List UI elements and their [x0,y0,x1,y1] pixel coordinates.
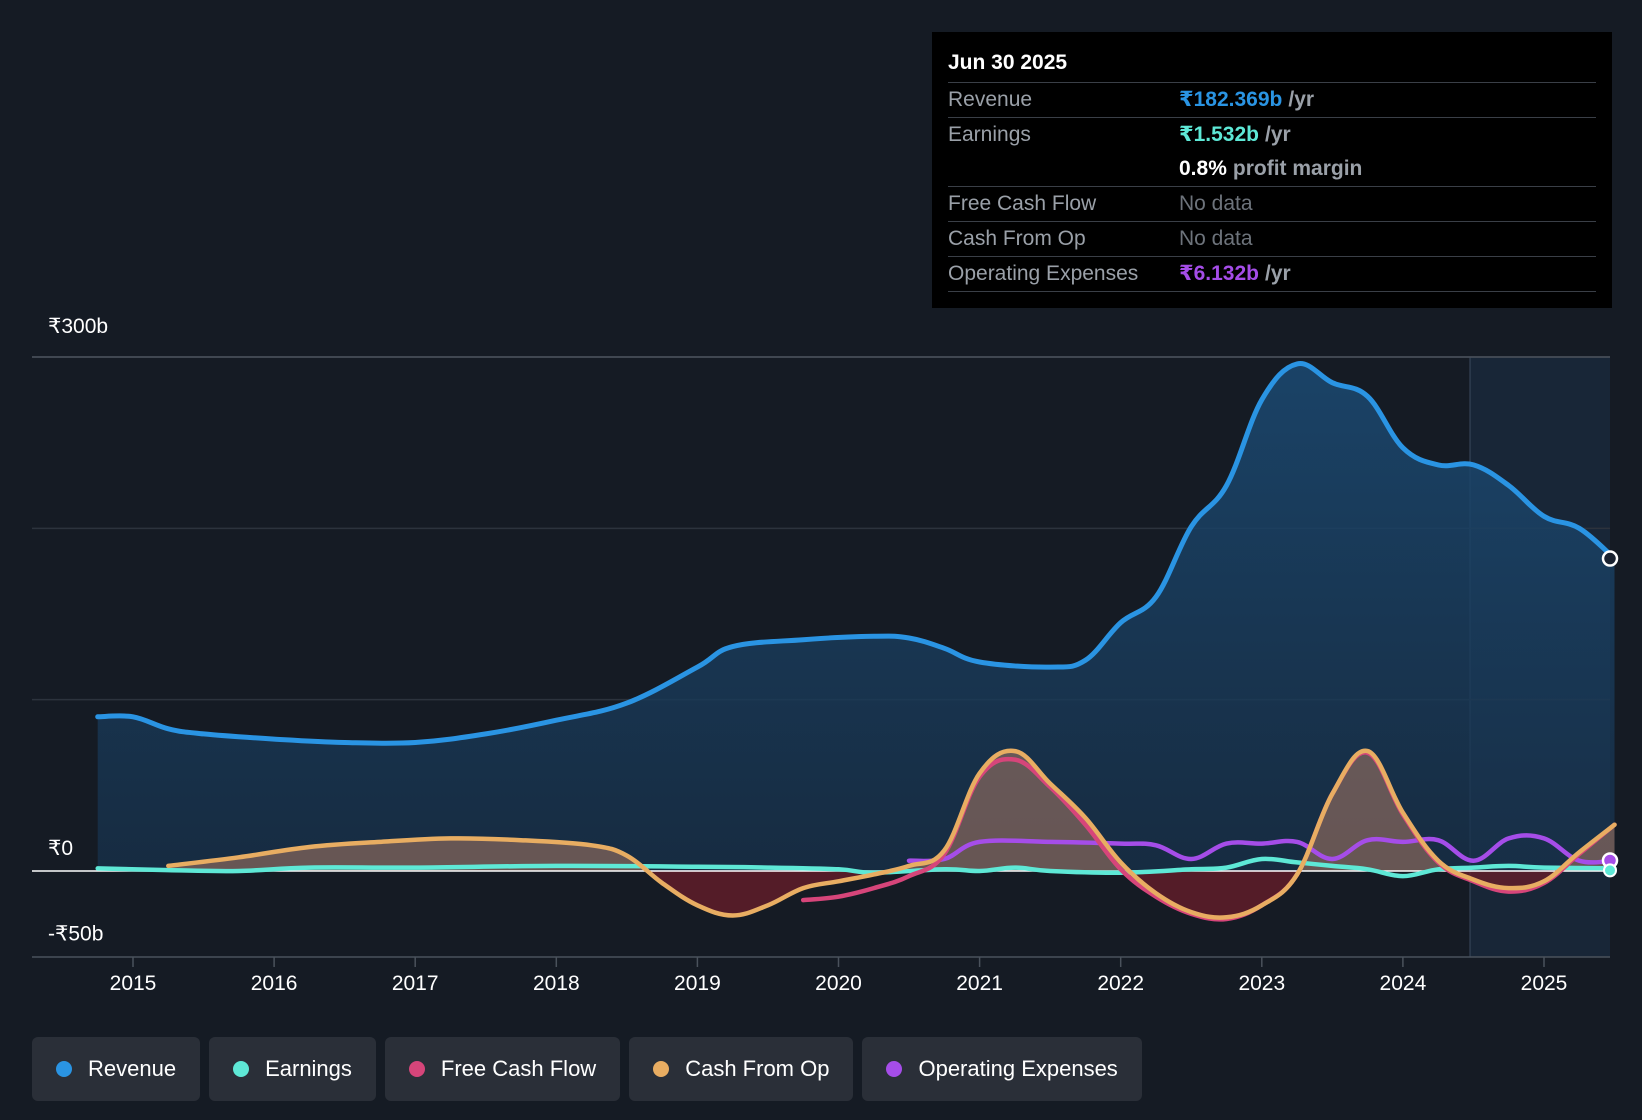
tooltip-row-free-cash-flow: Free Cash Flow No data [948,187,1596,222]
revenue-line [95,361,1617,746]
tooltip-row-cash-from-op: Cash From Op No data [948,222,1596,257]
tooltip-value: ₹182.369b [1179,88,1283,111]
x-tick-label: 2025 [1521,972,1568,995]
tooltip-row-operating-expenses: Operating Expenses ₹6.132b /yr [948,257,1596,292]
x-tick-label: 2023 [1238,972,1285,995]
tooltip-unit: /yr [1288,88,1315,111]
revenue-end-marker [1601,550,1619,567]
tooltip-value: ₹1.532b [1179,123,1259,146]
operating-expenses-line [906,833,1617,865]
axis-layer: ₹300b ₹0 -₹50b 2015 2016 2017 2018 2019 2020 2021… [48,315,1567,995]
cash-from-op-line [166,748,1617,920]
tooltip-unit: /yr [1265,262,1291,285]
earnings-line [95,856,1617,879]
x-tick-label: 2015 [110,972,157,995]
tooltip-label: Operating Expenses [948,262,1139,285]
cash-from-op-area-negative [168,871,1615,918]
tooltip-row-earnings: Earnings ₹1.532b /yr [948,118,1596,152]
tooltip-unit: profit margin [1232,157,1363,180]
legend-item-free-cash-flow[interactable]: Free Cash Flow [384,1037,621,1101]
legend-label: Free Cash Flow [440,1056,597,1081]
x-tick-label: 2018 [533,972,580,995]
y-tick-label: ₹300b [48,315,108,338]
legend-label: Cash From Op [685,1056,830,1081]
x-tick-label: 2024 [1380,972,1427,995]
tooltip-value: ₹6.132b [1179,262,1259,285]
x-tick-label: 2017 [392,972,439,995]
series-layer [32,361,1619,922]
tooltip-row-revenue: Revenue ₹182.369b /yr [948,83,1596,118]
legend-dot-icon [408,1061,425,1077]
earnings-end-marker [1603,863,1617,878]
legend-item-operating-expenses[interactable]: Operating Expenses [862,1037,1142,1101]
tooltip-label: Cash From Op [948,227,1086,250]
legend: Revenue Earnings Free Cash Flow Cash Fro… [32,1037,1151,1101]
x-tick-label: 2016 [251,972,298,995]
y-tick-label: ₹0 [48,837,73,860]
tooltip-label [948,152,1179,186]
legend-dot-icon [886,1061,903,1077]
x-tick-label: 2019 [674,972,721,995]
y-tick-label: -₹50b [48,923,103,946]
x-tick-label: 2022 [1097,972,1144,995]
tooltip-label: Revenue [948,88,1033,111]
legend-label: Earnings [265,1056,352,1081]
legend-dot-icon [653,1061,670,1077]
tooltip-label: Earnings [948,123,1031,146]
revenue-area [97,363,1615,871]
x-tick-label: 2021 [956,972,1003,995]
tooltip-panel: Jun 30 2025 Revenue ₹182.369b /yr Earnin… [932,32,1612,308]
legend-dot-icon [56,1061,72,1077]
x-tick-label: 2020 [815,972,862,995]
legend-label: Operating Expenses [918,1056,1118,1081]
legend-item-earnings[interactable]: Earnings [209,1037,376,1101]
tooltip-date: Jun 30 2025 [948,46,1596,83]
legend-label: Revenue [88,1056,177,1081]
legend-item-cash-from-op[interactable]: Cash From Op [629,1037,854,1101]
legend-item-revenue[interactable]: Revenue [32,1037,201,1101]
tooltip-value: 0.8% [1179,157,1227,180]
tooltip-unit: /yr [1265,123,1291,146]
tooltip-value: No data [1179,192,1253,215]
tooltip-label: Free Cash Flow [948,192,1097,215]
tooltip-value: No data [1179,227,1253,250]
legend-dot-icon [233,1061,250,1077]
tooltip-row-profit-margin: 0.8% profit margin [948,152,1596,187]
